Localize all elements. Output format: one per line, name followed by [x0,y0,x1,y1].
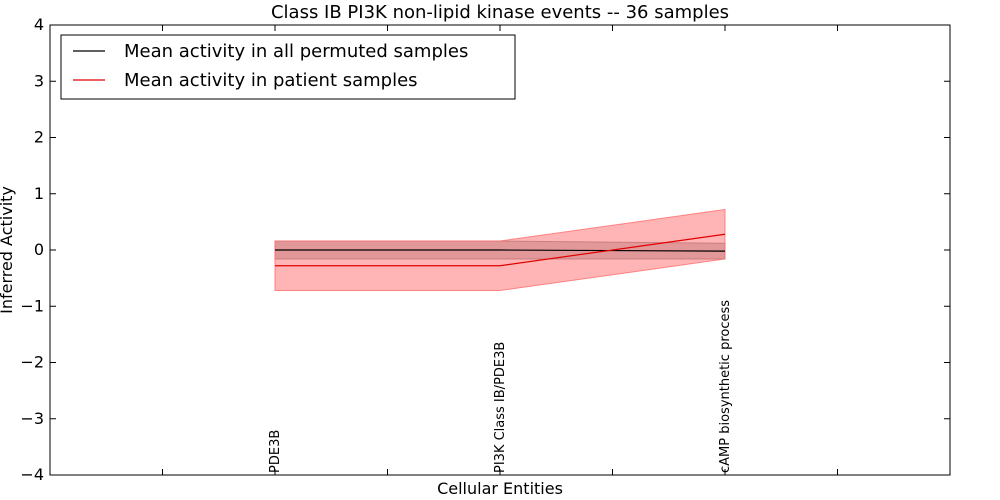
x-axis-label: Cellular Entities [437,479,563,498]
y-tick-label: −4 [20,465,44,484]
y-tick-label: −2 [20,353,44,372]
legend-label-1: Mean activity in patient samples [124,70,418,91]
y-tick-label: 2 [34,128,44,147]
series-line-0 [275,249,726,252]
legend-box [60,34,516,100]
y-axis-label: Inferred Activity [0,186,16,314]
plot-area: 4 3 2 1 0 −1 −2 −3 −4 PDE3B PI3K Class IB/PDE3B cAM… [20,15,951,484]
category-label: PI3K Class IB/PDE3B [493,342,508,473]
y-tick-label: 3 [34,71,44,90]
chart-title: Class IB PI3K non-lipid kinase events --… [271,2,729,23]
series-line-1 [275,233,726,267]
legend-label-0: Mean activity in all permuted samples [124,41,468,62]
y-tick-label: 0 [34,240,44,259]
y-tick-label: −1 [20,296,44,315]
y-tick-label: 4 [34,15,44,34]
category-label: cAMP biosynthetic process [718,300,733,473]
y-tick-label: −3 [20,409,44,428]
y-tick-label: 1 [34,184,44,203]
category-label: PDE3B [268,430,283,473]
